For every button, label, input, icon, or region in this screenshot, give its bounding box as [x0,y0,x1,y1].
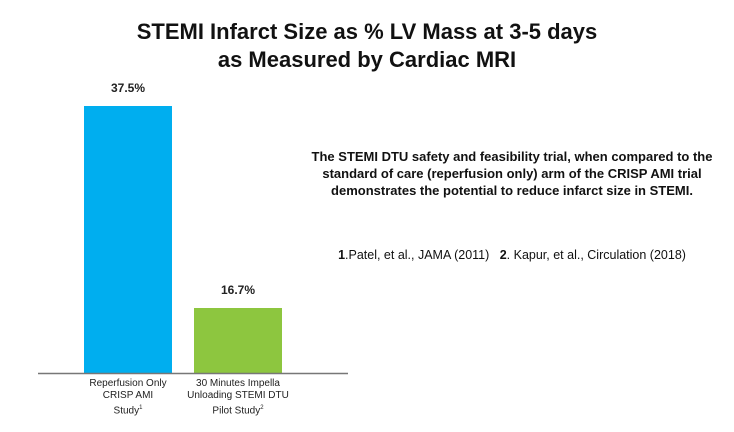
category-1-line-1: Reperfusion Only [89,378,167,389]
reference-2-text: . Kapur, et al., Circulation (2018) [506,248,686,262]
category-label-2: 30 Minutes Impella Unloading STEMI DTU P… [173,378,303,417]
category-1-footnote: 1 [139,405,143,411]
data-label-1: 37.5% [111,81,145,95]
references: 1.Patel, et al., JAMA (2011) 2. Kapur, e… [300,248,724,262]
category-1-line-2: CRISP AMI [102,390,154,401]
data-label-2: 16.7% [221,283,255,297]
annotation-text: The STEMI DTU safety and feasibility tri… [311,149,713,198]
category-2-footnote: 2 [260,405,264,411]
category-1-line-3: Study [113,405,140,417]
reference-1-text: .Patel, et al., JAMA (2011) [345,248,490,262]
category-2-line-2: Unloading STEMI DTU [187,390,289,401]
chart-title-line-1: STEMI Infarct Size as % LV Mass at 3-5 d… [136,19,598,44]
category-2-line-3: Pilot Study [212,405,261,417]
category-label-1: Reperfusion Only CRISP AMI Study1 [63,378,193,417]
reference-2-number: 2 [499,248,507,262]
reference-1-number: 1 [338,248,346,262]
bar-2 [194,308,282,373]
chart-title-line-2: as Measured by Cardiac MRI [217,47,517,72]
chart-title: STEMI Infarct Size as % LV Mass at 3-5 d… [0,18,734,74]
category-2-line-1: 30 Minutes Impella [196,378,280,389]
bar-1 [84,106,172,373]
